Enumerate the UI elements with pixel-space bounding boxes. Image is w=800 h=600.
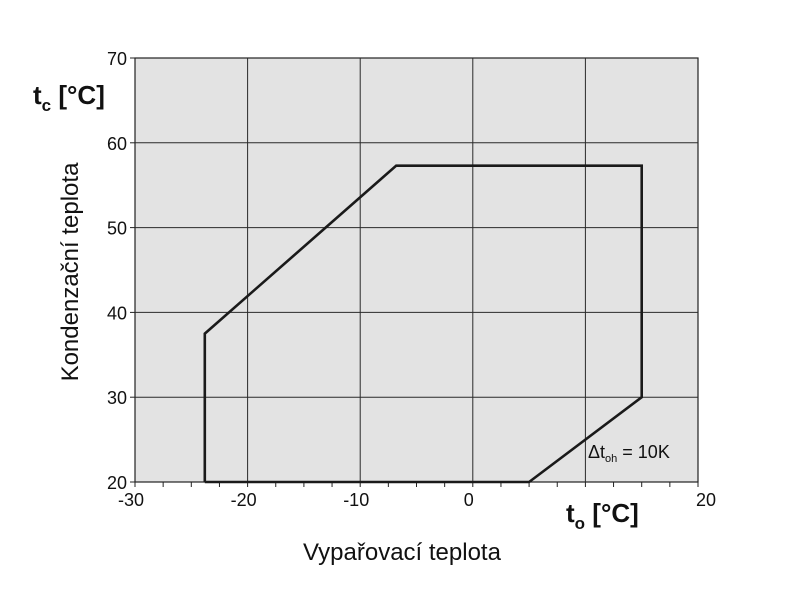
x-unit-label: to [°C] (566, 498, 639, 533)
y-ticks: 20 30 40 50 60 70 (107, 49, 135, 493)
x-tick-label: 20 (696, 490, 716, 510)
series-layer (203, 164, 644, 484)
plot-area (134, 57, 699, 483)
y-tick-label: 70 (107, 49, 127, 69)
x-ticks: -30 -20 -10 0 20 (118, 482, 716, 510)
y-axis-title: Kondenzační teplota (57, 162, 84, 381)
y-tick-label: 40 (107, 303, 127, 323)
y-tick-label: 50 (107, 219, 127, 239)
x-tick-label: -30 (118, 490, 144, 510)
y-tick-label: 20 (107, 473, 127, 493)
y-unit-label: tc [°C] (33, 80, 105, 115)
envelope-line (203, 164, 644, 484)
x-tick-label: -10 (343, 490, 369, 510)
x-tick-label: -20 (231, 490, 257, 510)
x-tick-label: 0 (464, 490, 474, 510)
y-tick-label: 30 (107, 388, 127, 408)
x-axis-title: Vypařovací teplota (303, 539, 502, 566)
superheat-annotation: Δtoh = 10K (588, 442, 670, 465)
y-tick-label: 60 (107, 134, 127, 154)
grid (135, 58, 698, 482)
